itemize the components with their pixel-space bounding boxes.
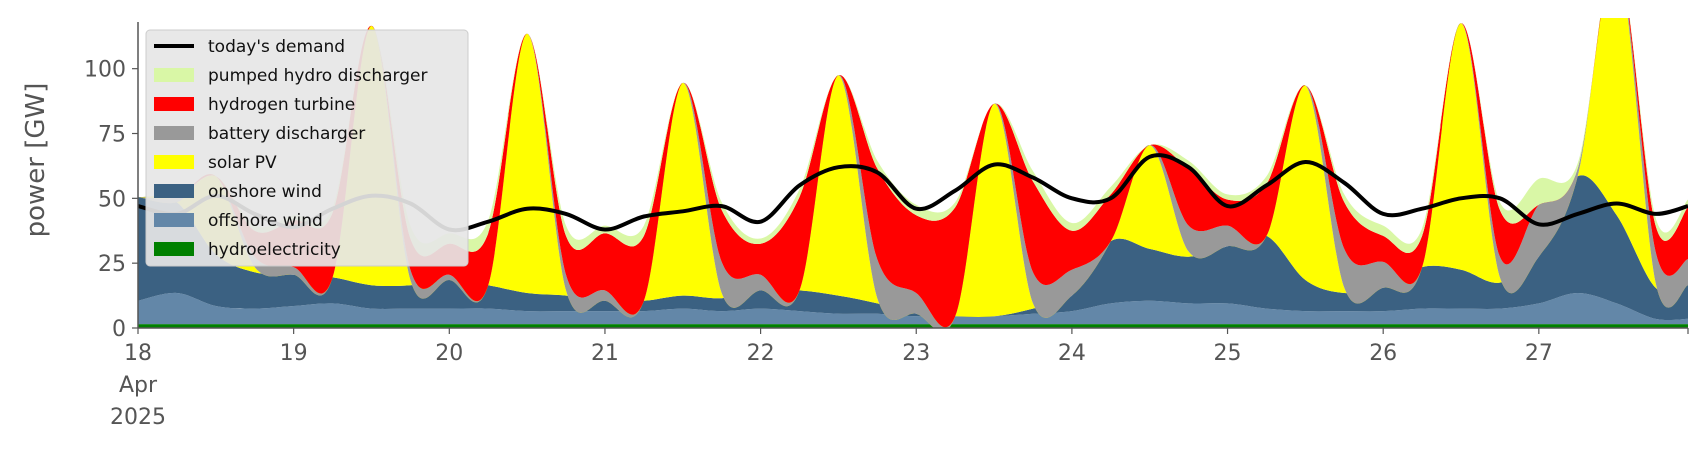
x-tick-sublabel: 2025: [110, 405, 166, 430]
axes: 0 25 50 75 100 18 Apr 2025 19 20 21 22 23 24 25 26 27: [84, 22, 1689, 430]
legend-swatch: [154, 155, 194, 169]
x-tick-label: 23: [902, 341, 930, 366]
y-tick-label: 0: [112, 317, 126, 342]
legend-item: today's demand: [154, 37, 345, 57]
legend-box: [145, 29, 469, 267]
legend-label: onshore wind: [208, 182, 322, 202]
legend-swatch: [154, 97, 194, 111]
x-tick-label: 22: [747, 341, 775, 366]
y-tick-label: 75: [98, 123, 126, 148]
x-tick-label: 25: [1214, 341, 1242, 366]
legend-swatch: [154, 184, 194, 198]
legend-label: battery discharger: [208, 124, 365, 144]
legend-label: hydrogen turbine: [208, 95, 355, 115]
legend-item: offshore wind: [154, 211, 323, 231]
y-tick-label: 25: [98, 252, 126, 277]
x-tick-sublabel: Apr: [119, 373, 158, 398]
area-solar-pv: [138, 18, 1688, 328]
legend-item: onshore wind: [154, 182, 322, 202]
x-tick-label: 19: [280, 341, 308, 366]
legend-item: battery discharger: [154, 124, 365, 144]
legend-swatch: [154, 126, 194, 140]
legend-item: hydrogen turbine: [154, 95, 355, 115]
x-tick-label: 26: [1369, 341, 1397, 366]
legend-label: offshore wind: [208, 211, 323, 231]
legend-label: today's demand: [208, 37, 345, 57]
legend-item: pumped hydro discharger: [154, 66, 427, 86]
area-hydroelectricity: [138, 324, 1688, 328]
y-tick-label: 100: [84, 58, 126, 83]
area-onshore-wind: [138, 175, 1688, 321]
x-tick-label: 21: [591, 341, 619, 366]
legend-label: pumped hydro discharger: [208, 66, 427, 86]
x-tick-label: 18: [124, 341, 152, 366]
x-tick-label: 20: [435, 341, 463, 366]
y-axis-label: power [GW]: [21, 83, 51, 238]
legend-swatch: [154, 213, 194, 227]
legend-item: solar PV: [154, 153, 277, 173]
legend-label: solar PV: [208, 153, 277, 173]
area-hydrogen-turbine: [138, 18, 1688, 327]
y-tick-label: 50: [98, 187, 126, 212]
legend-item: hydroelectricity: [154, 240, 341, 260]
x-tick-label: 24: [1058, 341, 1086, 366]
area-offshore-wind: [138, 292, 1688, 325]
legend: today's demand pumped hydro discharger hyd…: [145, 29, 469, 267]
legend-swatch: [154, 242, 194, 256]
x-tick-label: 27: [1525, 341, 1553, 366]
legend-swatch: [154, 68, 194, 82]
legend-label: hydroelectricity: [208, 240, 341, 260]
